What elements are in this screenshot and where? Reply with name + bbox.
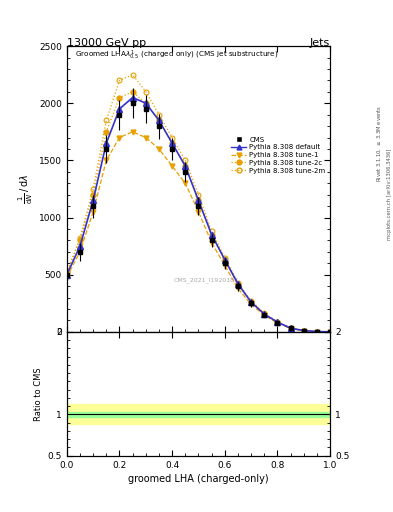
Y-axis label: Ratio to CMS: Ratio to CMS: [35, 367, 43, 420]
Text: Rivet 3.1.10, $\geq$ 3.3M events: Rivet 3.1.10, $\geq$ 3.3M events: [375, 105, 383, 182]
X-axis label: groomed LHA (charged-only): groomed LHA (charged-only): [128, 474, 269, 484]
Text: Groomed LHA$\lambda^{1}_{0.5}$ (charged only) (CMS jet substructure): Groomed LHA$\lambda^{1}_{0.5}$ (charged …: [75, 49, 278, 62]
Legend: CMS, Pythia 8.308 default, Pythia 8.308 tune-1, Pythia 8.308 tune-2c, Pythia 8.3: CMS, Pythia 8.308 default, Pythia 8.308 …: [230, 135, 327, 175]
Text: CMS_2021_I1920187: CMS_2021_I1920187: [174, 278, 239, 283]
Text: mcplots.cern.ch [arXiv:1306.3436]: mcplots.cern.ch [arXiv:1306.3436]: [387, 149, 391, 240]
Text: Jets: Jets: [310, 38, 330, 49]
Y-axis label: $\frac{1}{\mathrm{d}N}\,/\,\mathrm{d}\lambda$: $\frac{1}{\mathrm{d}N}\,/\,\mathrm{d}\la…: [17, 174, 35, 204]
Text: 13000 GeV pp: 13000 GeV pp: [67, 38, 146, 49]
